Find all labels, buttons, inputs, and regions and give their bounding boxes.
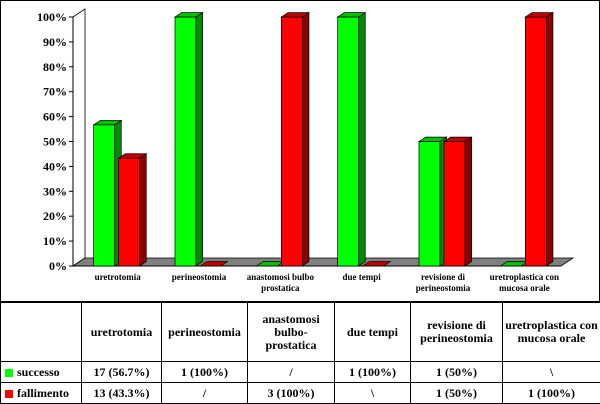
bar-zero-fallimento: [198, 261, 229, 267]
y-tick-label: 0%: [49, 259, 67, 273]
table-row-header: fallimento: [0, 382, 82, 404]
bar-zero-fallimento: [361, 261, 392, 267]
table-header-cell: uretrotomia: [81, 301, 162, 363]
x-category-label: perineostomia: [172, 272, 227, 282]
y-tick-label: 30%: [43, 184, 67, 198]
bar-fallimento: [118, 157, 141, 267]
chart-area: 0% 10% 20% 30% 40% 50% 60% 70% 80% 90% 100% uretrot…: [0, 0, 600, 302]
bar-successo: [418, 141, 441, 267]
chart-floor: [71, 257, 575, 267]
table-cell: 1 (100%): [502, 382, 600, 404]
bar-top-successo: [173, 12, 204, 18]
bar-top-successo: [417, 136, 448, 142]
y-tick-label: 80%: [43, 60, 67, 74]
y-tick-label: 50%: [43, 135, 67, 149]
bar-fallimento: [280, 16, 303, 267]
bar-side-fallimento: [139, 153, 147, 267]
x-category-label: anastomosi bulbo prostatica: [247, 272, 315, 293]
table-cell: \: [334, 382, 411, 404]
bar-fallimento: [524, 16, 547, 267]
y-tick-label: 60%: [43, 110, 67, 124]
y-tick-label: 40%: [43, 159, 67, 173]
table-cell: /: [161, 382, 248, 404]
table-cell: 1 (50%): [410, 361, 503, 384]
chart-back-wall: [85, 9, 573, 258]
table-header-cell: anastomosi bulbo-prostatica: [247, 301, 335, 363]
table-row: successo 17 (56.7%) 1 (100%) / 1 (100%) …: [0, 361, 600, 384]
bar-successo: [174, 16, 197, 267]
chart-side-wall: [72, 8, 86, 267]
bar-top-fallimento: [117, 153, 148, 159]
legend-swatch-successo: [5, 369, 13, 378]
table-cell: /: [247, 361, 335, 384]
table-cell: 1 (50%): [410, 382, 503, 404]
table-header-cell: uretroplastica con mucosa orale: [502, 301, 600, 363]
x-category-label: revisione di perineostomia: [416, 272, 471, 293]
x-category-label: uretrotomia: [95, 272, 142, 282]
row-label: fallimento: [17, 385, 69, 400]
table-cell: 3 (100%): [247, 382, 335, 404]
bar-chart: 0% 10% 20% 30% 40% 50% 60% 70% 80% 90% 100% uretrot…: [37, 8, 575, 293]
table-header-cell: perineostomia: [161, 301, 248, 363]
y-tick-label: 20%: [43, 209, 67, 223]
bar-side-fallimento: [301, 11, 310, 267]
row-label: successo: [17, 364, 60, 379]
table-row: fallimento 13 (43.3%) / 3 (100%) \ 1 (50…: [0, 382, 600, 404]
table-cell: 1 (100%): [334, 361, 411, 384]
table-cell: 17 (56.7%): [81, 361, 162, 384]
bar-successo: [337, 16, 360, 267]
table-cell: \: [502, 361, 600, 384]
y-tick-label: 90%: [43, 35, 67, 49]
table-row-header: successo: [0, 361, 82, 384]
bar-fallimento: [443, 141, 466, 267]
table-corner-cell: [0, 301, 82, 363]
bar-side-successo: [195, 11, 203, 267]
table-header-cell: due tempi: [334, 301, 411, 363]
bar-top-fallimento: [442, 136, 473, 142]
bar-side-successo: [358, 11, 366, 267]
bar-side-fallimento: [464, 136, 472, 267]
bar-top-fallimento: [524, 12, 555, 18]
table-cell: 1 (100%): [161, 361, 248, 384]
table-cell: 13 (43.3%): [81, 382, 162, 404]
y-tick-label: 10%: [43, 234, 67, 248]
data-table: uretrotomia perineostomia anastomosi bul…: [0, 301, 600, 404]
y-tick-label: 100%: [37, 10, 67, 24]
table-header-row: uretrotomia perineostomia anastomosi bul…: [0, 301, 600, 363]
bar-successo: [93, 124, 116, 267]
x-category-label: due tempi: [343, 272, 382, 282]
legend-swatch-fallimento: [5, 389, 13, 398]
table-header-cell: revisione di perineostomia: [410, 301, 503, 363]
bar-top-successo: [92, 120, 123, 126]
x-category-label: uretroplastica con mucosa orale: [490, 272, 559, 293]
bar-side-fallimento: [545, 11, 554, 267]
bar-top-successo: [336, 12, 367, 18]
bar-top-fallimento: [280, 12, 311, 18]
y-tick-label: 70%: [43, 85, 67, 99]
